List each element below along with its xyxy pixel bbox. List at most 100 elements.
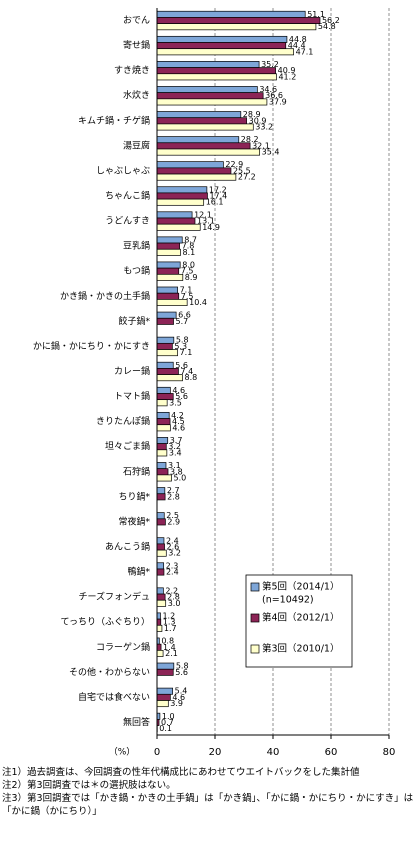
y-tick-label: しゃぶしゃぶ [96, 165, 150, 176]
y-tick-label: その他・わからない [69, 666, 150, 678]
bar [156, 543, 165, 551]
note: 注1）過去調査は、今回調査の性年代構成比にあわせてウエイトバックをした集計値 [2, 767, 360, 778]
bar [156, 273, 184, 281]
bar [156, 17, 321, 24]
y-tick-label: すき焼き [114, 65, 150, 76]
y-tick-label: 水炊き [123, 89, 150, 101]
y-tick-label: おでん [123, 15, 150, 26]
bar [156, 668, 174, 676]
value-label: 35.2 [261, 60, 279, 69]
value-label: 7.5 [181, 267, 194, 276]
bar [156, 468, 169, 476]
value-label: 4.6 [172, 693, 185, 702]
bar [156, 568, 165, 576]
value-label: 10.4 [189, 298, 207, 307]
value-label: 4.5 [172, 417, 185, 426]
legend-box [245, 574, 353, 668]
legend-swatch [250, 613, 260, 623]
value-label: 17.2 [209, 185, 227, 194]
value-label: 13.1 [197, 217, 215, 226]
bar [156, 292, 180, 300]
x-tick-label: 60 [325, 747, 338, 758]
bar [156, 443, 167, 451]
bar [156, 167, 232, 175]
value-label: 12.1 [194, 210, 212, 219]
value-label: 3.8 [170, 467, 183, 476]
value-label: 32.1 [252, 141, 270, 150]
value-label: 56.2 [322, 16, 340, 25]
bar [156, 386, 171, 394]
y-tick-label: 餃子鍋* [118, 315, 150, 327]
y-tick-label: キムチ鍋・チゲ鍋 [78, 114, 150, 126]
value-label: 5.0 [174, 473, 187, 482]
value-label: 5.6 [175, 392, 188, 401]
y-tick-label: かき鍋・かきの土手鍋 [60, 290, 150, 302]
bar [156, 142, 251, 150]
x-tick-label: 0 [154, 747, 160, 758]
bar [156, 612, 161, 620]
value-label: 27.2 [238, 173, 256, 182]
value-label: 51.1 [307, 10, 325, 19]
note: 注2）第3回調査では＊の選択肢はない。 [2, 780, 176, 791]
value-label: 34.6 [259, 85, 277, 94]
value-label: 8.1 [182, 248, 195, 257]
bar [156, 48, 294, 56]
value-label: 4.6 [172, 423, 185, 432]
bar [156, 217, 196, 225]
bar [156, 518, 166, 526]
bar [156, 23, 317, 31]
value-label: 37.9 [269, 97, 287, 106]
y-tick-label: 自宅では食べない [78, 691, 150, 703]
value-label: 3.2 [168, 442, 181, 451]
x-tick-label: 20 [209, 747, 222, 758]
value-label: 3.2 [168, 549, 181, 558]
y-tick-label: 湯豆腐 [123, 139, 150, 151]
bar [156, 493, 166, 501]
value-label: 17.4 [209, 192, 227, 201]
bar [156, 368, 179, 375]
y-tick-label: カレー鍋 [114, 365, 150, 377]
y-tick-label: うどんすき [105, 216, 150, 227]
bar [156, 223, 201, 231]
legend-swatch [250, 644, 260, 654]
value-label: 22.9 [225, 160, 243, 169]
bar [156, 650, 164, 657]
value-label: 1.3 [163, 618, 176, 627]
bar [156, 700, 169, 708]
value-label: 3.9 [170, 699, 183, 708]
bar [156, 136, 240, 144]
bar [156, 98, 268, 106]
chart: （%） 0 20 40 60 80おでん51.156.254.8寄せ鍋44.844.44… [33, 8, 395, 758]
bar [156, 148, 261, 156]
value-label: 28.9 [243, 110, 261, 119]
note: 注3）第3回調査では「かき鍋・かきの土手鍋」は「かき鍋」、「かに鍋・かにちり・か… [2, 793, 414, 817]
value-label: 7.5 [181, 292, 194, 301]
value-label: 4.2 [171, 411, 184, 420]
bar [156, 662, 175, 670]
bar [156, 336, 175, 344]
bar [156, 618, 162, 626]
bar [156, 349, 178, 357]
value-label: 5.8 [176, 662, 189, 671]
value-label: 2.4 [166, 568, 179, 577]
value-label: 6.6 [178, 311, 191, 320]
y-tick-label: もつ鍋 [123, 265, 150, 277]
y-tick-label: かに鍋・かにちり・かにすき [33, 340, 150, 352]
value-label: 0.7 [161, 718, 174, 727]
value-label: 2.6 [167, 542, 180, 551]
bar [156, 361, 174, 369]
bar [156, 61, 260, 68]
y-tick-label: チーズフォンデュ [78, 591, 150, 603]
bar [156, 317, 174, 325]
y-tick-label: トマト鍋 [114, 390, 150, 402]
bar [156, 236, 183, 244]
value-label: 8.9 [185, 273, 198, 282]
bar [156, 161, 224, 169]
value-label: 16.1 [206, 198, 224, 207]
y-tick-label: 寄せ鍋 [123, 39, 150, 51]
y-tick-label: ちり鍋* [118, 490, 150, 502]
bar [156, 593, 166, 601]
value-label: 54.8 [318, 22, 336, 31]
bar [156, 643, 162, 651]
bar [156, 248, 181, 256]
